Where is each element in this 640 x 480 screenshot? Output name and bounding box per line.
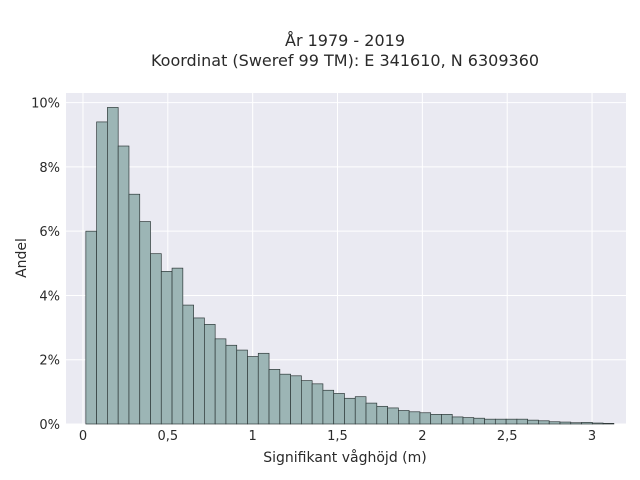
histogram-bar	[365, 402, 378, 425]
histogram-bar	[257, 352, 270, 425]
histogram-bar	[96, 121, 108, 425]
histogram-bar	[559, 421, 572, 425]
histogram-bar	[182, 304, 194, 425]
histogram-bar	[247, 356, 259, 425]
x-tick-label: 0,5	[157, 429, 178, 444]
histogram-bar	[333, 393, 345, 425]
histogram-bar	[128, 193, 141, 425]
y-axis-label: Andel	[14, 238, 30, 278]
histogram-bar	[117, 145, 130, 425]
x-tick-label: 3	[588, 429, 596, 444]
histogram-bar	[268, 369, 281, 425]
histogram-bar	[484, 418, 496, 425]
histogram-bar	[236, 349, 248, 425]
histogram-bar	[279, 373, 291, 425]
histogram-bar	[591, 422, 604, 425]
histogram-bar	[602, 423, 615, 425]
histogram-bar	[160, 271, 173, 425]
x-tick-label: 0	[79, 429, 87, 444]
y-tick-label: 10%	[31, 97, 60, 112]
histogram-bar	[301, 380, 313, 425]
x-tick-label: 1,5	[327, 429, 348, 444]
x-tick-label: 1	[249, 429, 257, 444]
histogram-bar	[322, 389, 335, 425]
histogram-bar	[193, 317, 205, 425]
chart-title-line-2: Koordinat (Sweref 99 TM): E 341610, N 63…	[151, 51, 539, 70]
histogram-bar	[171, 267, 184, 425]
histogram-bar	[451, 416, 464, 425]
histogram-bar	[139, 221, 151, 425]
histogram-bar	[398, 410, 410, 425]
histogram-bar	[408, 411, 421, 425]
histogram-bar	[505, 418, 518, 425]
histogram-bar	[538, 420, 550, 425]
histogram-bar	[494, 418, 507, 425]
histogram-bar	[311, 383, 324, 425]
histogram-bar	[516, 418, 529, 425]
histogram-bar	[462, 417, 475, 425]
histogram-bar	[354, 396, 367, 425]
chart-title-line-1: År 1979 - 2019	[285, 31, 405, 50]
histogram-bar	[290, 375, 302, 425]
histogram-bar	[107, 107, 119, 425]
x-tick-label: 2,5	[497, 429, 518, 444]
histogram-bar	[430, 414, 442, 425]
y-tick-label: 0%	[39, 418, 60, 433]
y-tick-label: 8%	[39, 161, 60, 176]
histogram-bar	[419, 412, 432, 425]
y-tick-label: 2%	[39, 354, 60, 369]
y-tick-label: 4%	[39, 289, 60, 304]
histogram-bar	[344, 397, 356, 425]
histogram-bar	[204, 324, 216, 425]
histogram-bar	[570, 422, 582, 425]
x-axis-ticks: 0 0,5 1 1,5 2 2,5 3	[79, 429, 596, 444]
histogram-bar	[527, 419, 539, 425]
histogram-bar	[150, 253, 162, 425]
histogram-bars	[85, 107, 615, 425]
x-tick-label: 2	[418, 429, 426, 444]
y-axis-ticks: 0% 2% 4% 6% 8% 10%	[31, 97, 60, 433]
histogram-bar	[85, 230, 97, 425]
histogram-bar	[387, 407, 399, 425]
histogram-bar	[548, 421, 561, 425]
histogram-bar	[473, 417, 485, 425]
histogram-bar	[581, 422, 593, 425]
histogram-bar	[376, 405, 388, 425]
x-axis-label: Signifikant våghöjd (m)	[263, 449, 426, 466]
histogram-bar	[214, 338, 227, 425]
histogram-bar	[225, 344, 238, 425]
y-tick-label: 6%	[39, 225, 60, 240]
histogram-bar	[441, 414, 453, 425]
